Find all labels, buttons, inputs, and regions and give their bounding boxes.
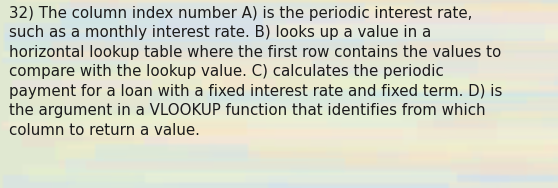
Text: 32) The column index number A) is the periodic interest rate,
such as a monthly : 32) The column index number A) is the pe… <box>9 6 502 138</box>
